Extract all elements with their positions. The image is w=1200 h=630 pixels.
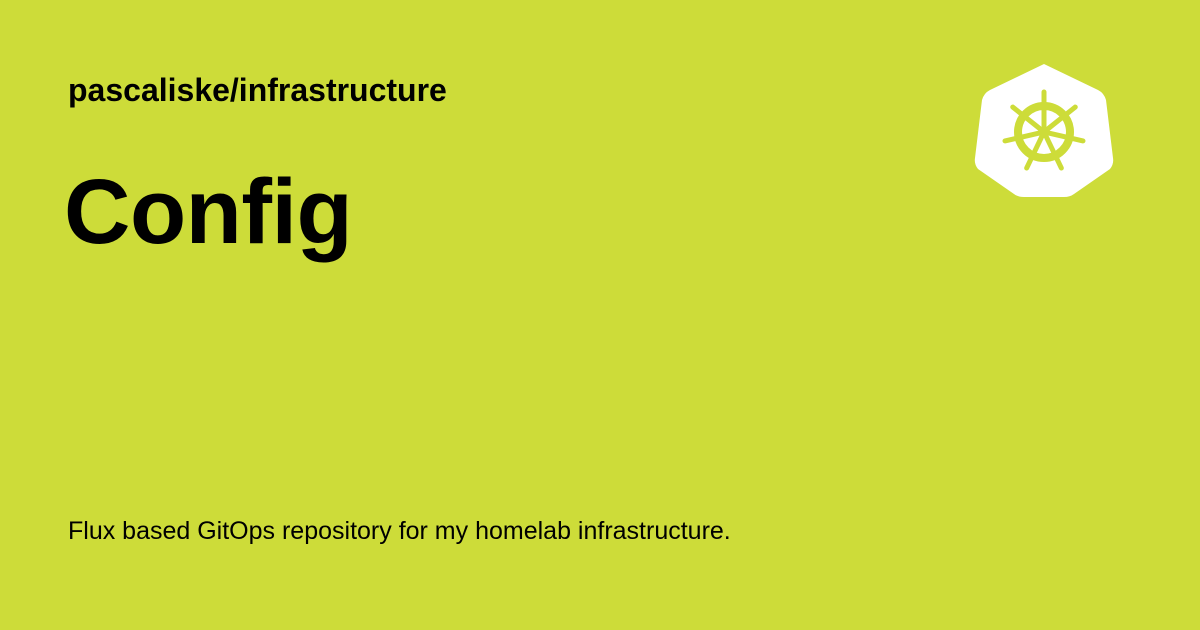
repo-description: Flux based GitOps repository for my home… <box>68 517 731 545</box>
page-title: Config <box>64 161 353 263</box>
kubernetes-logo-icon <box>970 60 1118 200</box>
repo-name: pascaliske/infrastructure <box>68 72 447 108</box>
